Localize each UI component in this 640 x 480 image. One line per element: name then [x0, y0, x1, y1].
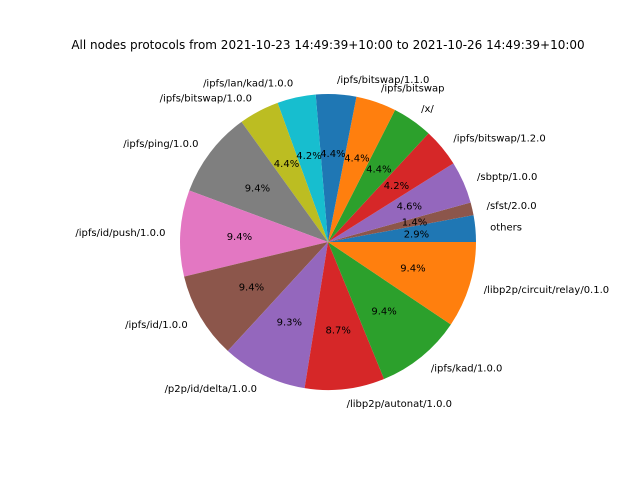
pie-slice-ipfs-bitswap-1-2-0: [328, 133, 454, 242]
pie-percent-label: 1.4%: [402, 218, 427, 229]
pie-slice-p2p-id-delta-1-0-0: [227, 242, 328, 389]
pie-percent-label: 4.4%: [344, 154, 369, 165]
pie-percent-label: 9.4%: [371, 306, 396, 317]
pie-percent-label: 4.2%: [384, 181, 409, 192]
pie-category-label: /libp2p/circuit/relay/0.1.0: [484, 285, 609, 296]
pie-category-label: /ipfs/lan/kad/1.0.0: [203, 79, 293, 90]
pie-percent-label: 4.6%: [397, 202, 422, 213]
pie-slice-ipfs-bitswap: [328, 96, 396, 242]
pie-percent-label: 4.4%: [366, 165, 391, 176]
pie-category-label: /libp2p/autonat/1.0.0: [347, 399, 452, 410]
pie-category-label: /sbptp/1.0.0: [477, 172, 537, 183]
pie-slice-x: [328, 110, 429, 242]
pie-percent-label: 8.7%: [325, 326, 350, 337]
pie-percent-label: 9.3%: [277, 317, 302, 328]
pie-slice-others: [328, 215, 476, 242]
pie-slice-ipfs-bitswap-1-0-0: [241, 102, 328, 242]
pie-slice-ipfs-lan-kad-1-0-0: [277, 94, 328, 242]
pie-category-label: /ipfs/bitswap/1.0.0: [160, 94, 252, 105]
pie-slice-ipfs-kad-1-0-0: [328, 242, 451, 379]
pie-slice-libp2p-autonat-1-0-0: [304, 242, 385, 391]
pie-percent-label: 9.4%: [227, 232, 252, 243]
pie-percent-label: 9.4%: [239, 283, 264, 294]
pie-slice-ipfs-id-push-1-0-0: [180, 190, 328, 277]
pie-category-label: /ipfs/id/push/1.0.0: [75, 228, 165, 239]
pie-category-label: others: [490, 223, 522, 234]
pie-category-label: /ipfs/ping/1.0.0: [123, 139, 198, 150]
pie-slice-ipfs-bitswap-1-1-0: [315, 93, 357, 242]
pie-percent-label: 2.9%: [404, 229, 429, 240]
pie-percent-label: 4.4%: [274, 159, 299, 170]
pie-category-label: /ipfs/id/1.0.0: [125, 320, 188, 331]
pie-percent-label: 9.4%: [400, 263, 425, 274]
pie-slice-libp2p-circuit-relay-0-1-0: [328, 242, 476, 325]
pie-slice-ipfs-ping-1-0-0: [189, 121, 328, 242]
pie-category-label: /ipfs/bitswap/1.2.0: [453, 134, 545, 145]
pie-category-label: /ipfs/kad/1.0.0: [431, 364, 503, 375]
pie-category-label: /sfst/2.0.0: [487, 201, 537, 212]
pie-category-label: /ipfs/bitswap: [381, 84, 445, 95]
pie-percent-label: 4.4%: [320, 149, 345, 160]
pie-category-label: /ipfs/bitswap/1.1.0: [337, 75, 429, 86]
pie-category-labels: others/sfst/2.0.0/sbptp/1.0.0/ipfs/bitsw…: [75, 75, 609, 410]
pie-percent-label: 4.2%: [296, 151, 321, 162]
pie-category-label: /x/: [421, 104, 434, 115]
pie-slice-sbptp-1-0-0: [328, 163, 471, 242]
pie-percent-labels: 2.9%1.4%4.6%4.2%4.4%4.4%4.4%4.2%4.4%9.4%…: [227, 149, 429, 337]
pie-category-label: /p2p/id/delta/1.0.0: [165, 384, 257, 395]
pie-slices: [180, 93, 476, 391]
pie-percent-label: 9.4%: [245, 184, 270, 195]
pie-slice-ipfs-id-1-0-0: [184, 242, 328, 351]
pie-slice-sfst-2-0-0: [328, 202, 474, 242]
chart-title: All nodes protocols from 2021-10-23 14:4…: [71, 38, 584, 52]
